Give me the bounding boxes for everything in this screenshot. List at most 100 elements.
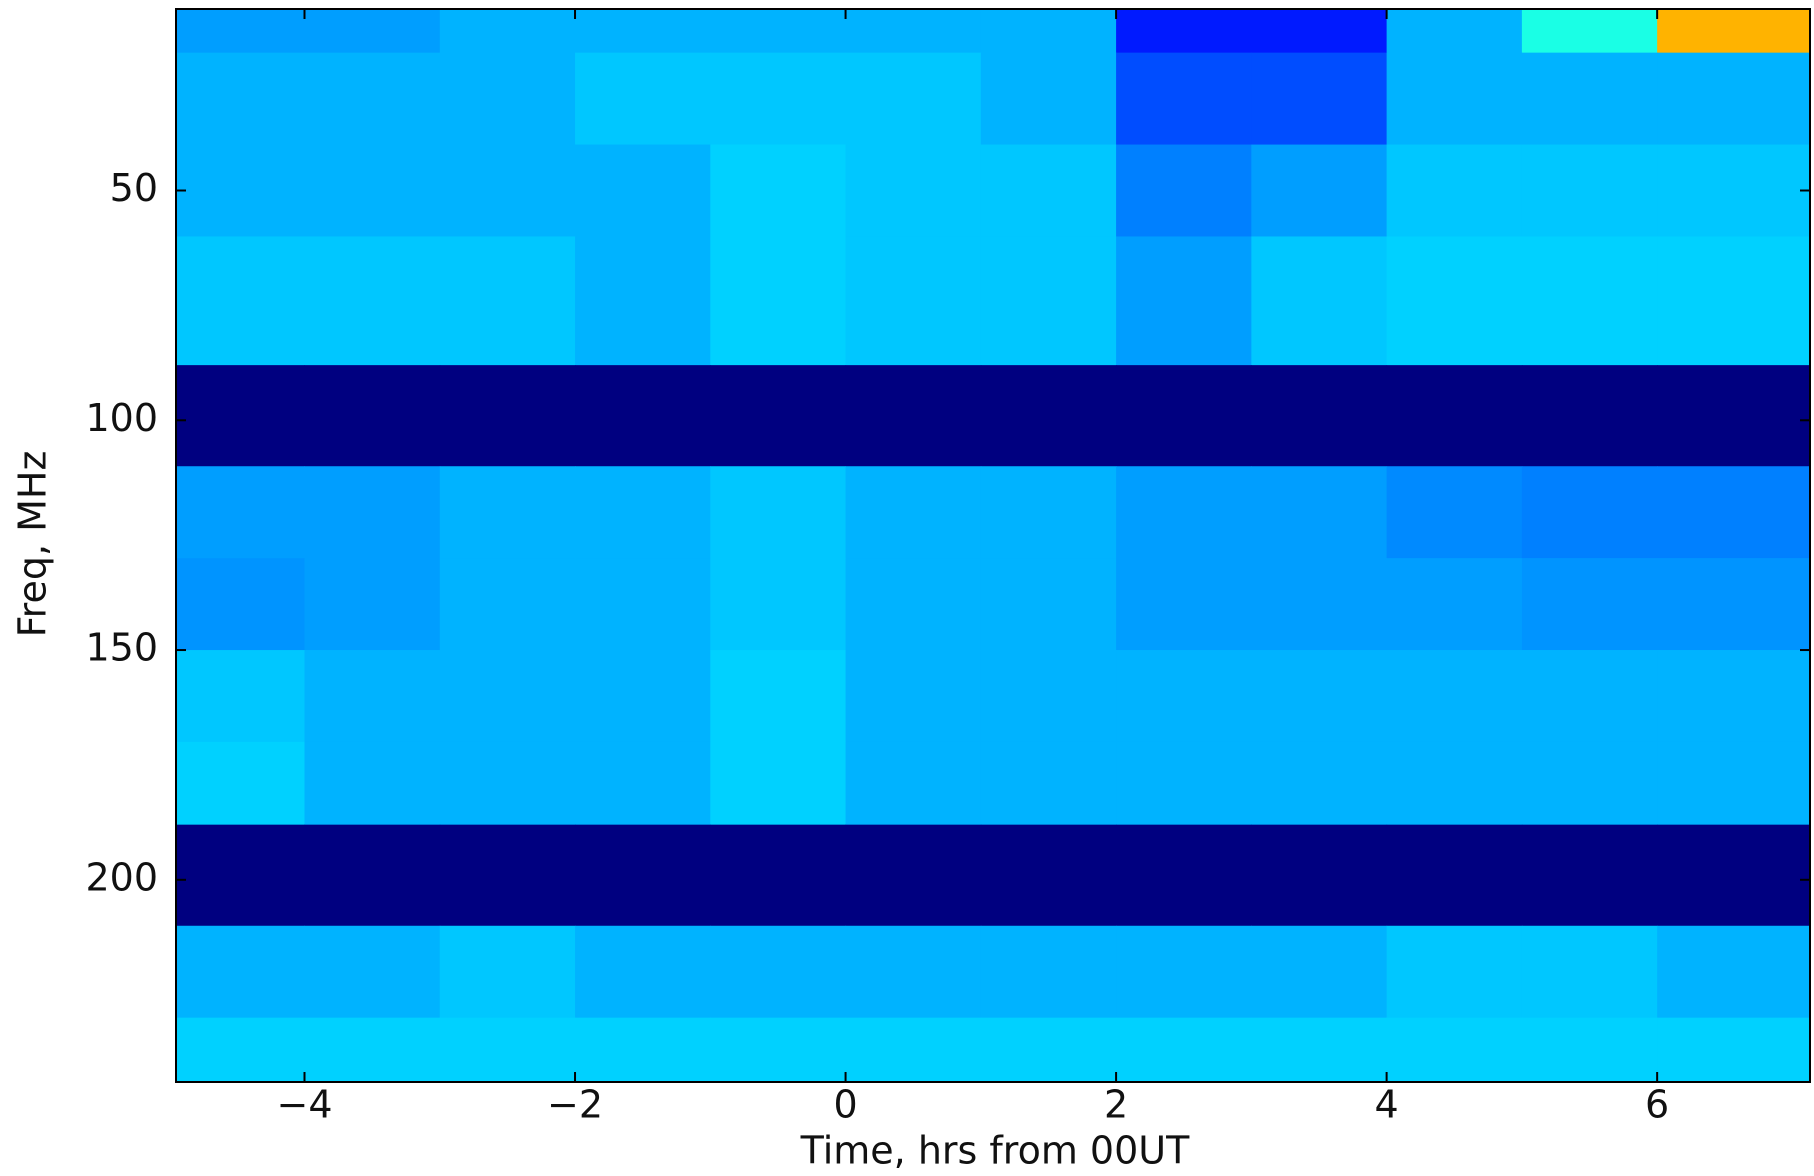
heatmap-cell: [1657, 1017, 1810, 1082]
heatmap: [176, 9, 1810, 1082]
heatmap-cell: [1116, 1017, 1252, 1082]
heatmap-cell: [710, 144, 847, 237]
heatmap-cell: [710, 365, 847, 467]
heatmap-cell: [439, 1017, 576, 1082]
heatmap-cell: [845, 824, 982, 927]
heatmap-cell: [710, 52, 847, 146]
heatmap-cell: [845, 365, 982, 467]
heatmap-cell: [176, 824, 306, 927]
plot-frame: [175, 8, 1811, 1083]
heatmap-cell: [1251, 365, 1388, 467]
heatmap-cell: [176, 52, 306, 146]
heatmap-cell: [1657, 925, 1810, 1019]
heatmap-cell: [1386, 144, 1523, 237]
heatmap-cell: [710, 236, 847, 366]
heatmap-cell: [1386, 9, 1523, 54]
heatmap-cell: [1521, 650, 1658, 743]
heatmap-cell: [845, 925, 982, 1019]
heatmap-cell: [575, 558, 711, 651]
heatmap-cell: [1657, 824, 1810, 927]
heatmap-cell: [1521, 236, 1658, 366]
heatmap-cell: [980, 1017, 1117, 1082]
heatmap-cell: [1116, 144, 1252, 237]
heatmap-cell: [1386, 1017, 1523, 1082]
heatmap-cell: [710, 741, 847, 826]
heatmap-cell: [1116, 236, 1252, 366]
heatmap-cell: [304, 650, 441, 743]
heatmap-cell: [845, 144, 982, 237]
heatmap-cell: [980, 466, 1117, 559]
heatmap-cell: [1657, 466, 1810, 559]
heatmap-cell: [304, 741, 441, 826]
heatmap-cell: [710, 466, 847, 559]
heatmap-cell: [304, 144, 441, 237]
heatmap-cell: [1657, 741, 1810, 826]
y-tick-label: 200: [85, 855, 158, 899]
x-tick-label: −4: [276, 1083, 332, 1127]
x-tick-label: −2: [547, 1083, 603, 1127]
heatmap-cell: [1657, 52, 1810, 146]
y-tick-label: 50: [110, 166, 158, 210]
heatmap-cell: [575, 741, 711, 826]
heatmap-cell: [575, 144, 711, 237]
heatmap-cell: [1116, 824, 1252, 927]
heatmap-cell: [176, 558, 306, 651]
heatmap-cell: [1251, 1017, 1388, 1082]
heatmap-cell: [575, 466, 711, 559]
heatmap-cell: [575, 650, 711, 743]
x-tick-label: 2: [1104, 1083, 1128, 1127]
heatmap-cell: [1386, 925, 1523, 1019]
heatmap-cell: [980, 925, 1117, 1019]
heatmap-cell: [304, 365, 441, 467]
heatmap-cell: [1657, 365, 1810, 467]
heatmap-cell: [1386, 650, 1523, 743]
heatmap-cell: [980, 144, 1117, 237]
heatmap-cell: [1116, 466, 1252, 559]
heatmap-cell: [1521, 741, 1658, 826]
heatmap-cell: [710, 925, 847, 1019]
heatmap-cell: [710, 650, 847, 743]
heatmap-cell: [1386, 741, 1523, 826]
heatmap-cell: [1116, 558, 1252, 651]
heatmap-cell: [1657, 9, 1810, 54]
heatmap-cell: [575, 1017, 711, 1082]
heatmap-cell: [1386, 365, 1523, 467]
heatmap-cell: [304, 558, 441, 651]
heatmap-cell: [1521, 824, 1658, 927]
heatmap-cell: [1251, 925, 1388, 1019]
heatmap-cell: [980, 365, 1117, 467]
heatmap-cell: [439, 144, 576, 237]
heatmap-cell: [980, 558, 1117, 651]
heatmap-cell: [1386, 824, 1523, 927]
heatmap-cell: [304, 1017, 441, 1082]
heatmap-cell: [439, 741, 576, 826]
heatmap-cell: [439, 365, 576, 467]
heatmap-cell: [1116, 52, 1252, 146]
heatmap-cell: [1251, 9, 1388, 54]
heatmap-cell: [176, 144, 306, 237]
x-axis-label: Time, hrs from 00UT: [800, 1129, 1190, 1173]
y-tick-label: 100: [85, 396, 158, 440]
heatmap-cell: [304, 9, 441, 54]
heatmap-cell: [176, 925, 306, 1019]
heatmap-cell: [1521, 144, 1658, 237]
heatmap-cell: [1386, 236, 1523, 366]
heatmap-cell: [1386, 466, 1523, 559]
heatmap-cell: [575, 236, 711, 366]
heatmap-cell: [176, 466, 306, 559]
heatmap-cell: [176, 365, 306, 467]
heatmap-cell: [1251, 650, 1388, 743]
heatmap-cell: [1521, 1017, 1658, 1082]
heatmap-cell: [176, 9, 306, 54]
heatmap-cell: [980, 52, 1117, 146]
heatmap-cell: [1521, 925, 1658, 1019]
heatmap-cell: [710, 824, 847, 927]
heatmap-cell: [575, 9, 711, 54]
heatmap-cell: [1521, 558, 1658, 651]
heatmap-cell: [710, 1017, 847, 1082]
heatmap-cell: [1521, 466, 1658, 559]
heatmap-cell: [1657, 144, 1810, 237]
heatmap-cell: [845, 558, 982, 651]
heatmap-cell: [845, 741, 982, 826]
